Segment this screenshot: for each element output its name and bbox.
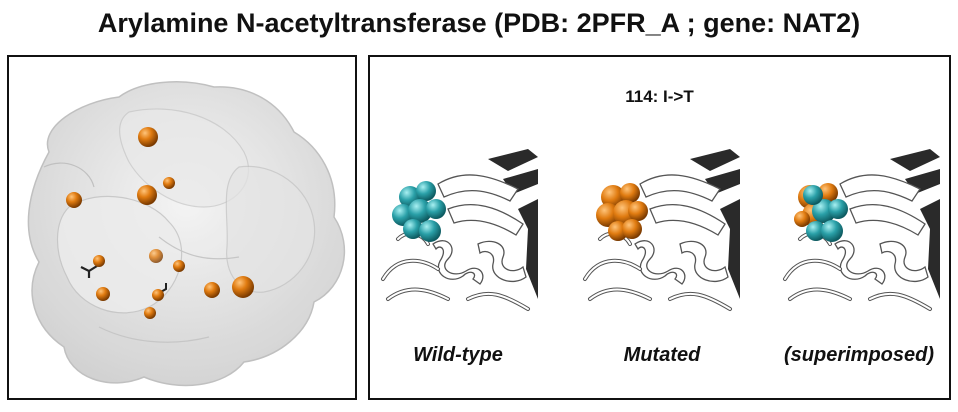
mutation-site-sphere bbox=[66, 192, 82, 208]
residue-sphere bbox=[628, 201, 648, 221]
wild-type-view bbox=[378, 149, 538, 314]
mutated-structure bbox=[580, 149, 740, 314]
mutation-site-sphere bbox=[232, 276, 254, 298]
protein-ribbon bbox=[518, 199, 538, 299]
protein-ribbon bbox=[680, 241, 728, 281]
mutation-site-sphere bbox=[137, 185, 157, 205]
superimposed-view bbox=[780, 149, 940, 314]
residue-sphere bbox=[828, 199, 848, 219]
protein-ribbon bbox=[890, 149, 940, 171]
protein-surface-panel bbox=[7, 55, 357, 400]
residue-sphere bbox=[426, 199, 446, 219]
mutation-detail-panel: 114: I->T Wild-type Mutated (superimpose… bbox=[368, 55, 951, 400]
protein-ribbon bbox=[920, 199, 940, 299]
residue-sphere bbox=[794, 211, 810, 227]
residue-sphere bbox=[803, 185, 823, 205]
mutation-site-sphere bbox=[152, 289, 164, 301]
mutation-site-sphere bbox=[149, 249, 163, 263]
residue-sphere bbox=[620, 183, 640, 203]
mutation-site-sphere bbox=[204, 282, 220, 298]
mutation-site-sphere bbox=[138, 127, 158, 147]
residue-sphere bbox=[622, 219, 642, 239]
protein-ribbon bbox=[835, 241, 885, 284]
protein-ribbon bbox=[650, 205, 725, 235]
protein-ribbon bbox=[690, 149, 740, 171]
protein-surface-image bbox=[9, 57, 355, 398]
protein-ribbon bbox=[635, 241, 685, 284]
superimposed-caption: (superimposed) bbox=[774, 344, 944, 367]
residue-sphere bbox=[821, 220, 843, 242]
protein-ribbon bbox=[850, 205, 925, 235]
residue-sphere bbox=[416, 181, 436, 201]
mutation-label: 114: I->T bbox=[370, 87, 949, 107]
superimposed-structure bbox=[780, 149, 940, 314]
residue-sphere bbox=[419, 220, 441, 242]
wild-type-structure bbox=[378, 149, 538, 314]
protein-ribbon bbox=[433, 241, 483, 284]
mutation-site-sphere bbox=[144, 307, 156, 319]
mutation-site-sphere bbox=[93, 255, 105, 267]
protein-ribbon bbox=[478, 241, 526, 281]
protein-ribbon bbox=[488, 149, 538, 171]
figure-title: Arylamine N-acetyltransferase (PDB: 2PFR… bbox=[0, 8, 958, 39]
protein-ribbon bbox=[448, 205, 523, 235]
mutation-site-sphere bbox=[163, 177, 175, 189]
protein-ribbon bbox=[720, 199, 740, 299]
mutation-site-sphere bbox=[173, 260, 185, 272]
mutated-view bbox=[580, 149, 740, 314]
protein-ribbon bbox=[880, 241, 928, 281]
mutation-site-sphere bbox=[96, 287, 110, 301]
mutated-caption: Mutated bbox=[592, 344, 732, 367]
wild-type-caption: Wild-type bbox=[388, 344, 528, 367]
